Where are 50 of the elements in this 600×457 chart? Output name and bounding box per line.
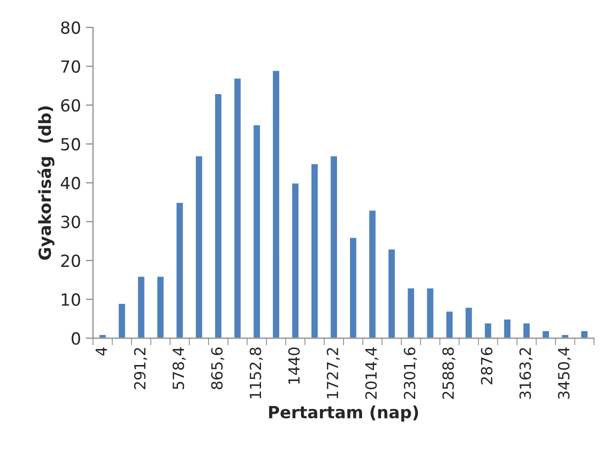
x-tick-label: 3163,2 [519, 348, 533, 399]
x-tick-label: 1727,2 [326, 348, 340, 398]
y-tick-label: 0 [72, 332, 80, 345]
bar [483, 322, 493, 338]
x-axis-title: Pertartam (nap) [269, 406, 418, 422]
bar [580, 330, 589, 338]
bar [502, 318, 512, 338]
bar [156, 275, 165, 338]
bar [310, 162, 320, 338]
bar [329, 154, 338, 338]
bar [541, 330, 550, 338]
bar [232, 77, 242, 338]
y-tick-label: 20 [61, 254, 80, 268]
bar [136, 275, 146, 338]
x-tick-label: 3450,4 [558, 347, 572, 399]
x-tick-label: 2301,6 [404, 347, 417, 399]
bar [426, 286, 435, 338]
bar [560, 334, 570, 338]
y-tick-label: 30 [61, 216, 80, 228]
y-tick-label: 60 [61, 99, 80, 112]
y-tick-label: 40 [60, 176, 80, 190]
bar [406, 286, 416, 338]
bar [98, 334, 108, 338]
bar [272, 69, 281, 338]
x-tick-label: 291,2 [134, 348, 148, 390]
y-axis-title: Gyakoriság (db) [38, 106, 54, 260]
y-tick-label: 10 [62, 293, 80, 306]
bar [175, 202, 184, 338]
x-tick-label: 2876 [480, 347, 492, 384]
bar [387, 248, 396, 338]
x-tick-label: 2014,4 [365, 347, 378, 399]
bar [368, 209, 377, 338]
x-tick-label: 1152,8 [250, 348, 263, 398]
x-tick-label: 865,6 [211, 347, 224, 390]
y-tick-label: 80 [61, 21, 80, 34]
bar [117, 302, 126, 338]
y-tick-label: 50 [61, 138, 80, 151]
x-tick-label: 578,4 [172, 347, 186, 390]
bar [444, 310, 454, 338]
x-tick-label: 4 [96, 347, 107, 356]
y-tick-label: 70 [61, 60, 80, 73]
bar [464, 306, 474, 338]
bar [194, 154, 204, 338]
x-tick-label: 1440 [288, 348, 300, 384]
bar [252, 124, 262, 338]
bar [290, 182, 300, 338]
x-tick-label: 2588,8 [442, 348, 456, 399]
bar [522, 322, 532, 338]
bar [348, 236, 358, 338]
bar [214, 92, 223, 338]
